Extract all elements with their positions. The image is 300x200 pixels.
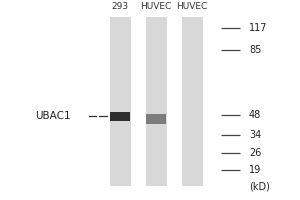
Text: HUVEC: HUVEC [140, 2, 172, 11]
Bar [110, 17, 130, 186]
Text: 34: 34 [249, 130, 261, 140]
Text: HUVEC: HUVEC [176, 2, 208, 11]
Bar [110, 112, 130, 121]
Bar [146, 114, 166, 124]
Bar [146, 17, 167, 186]
Text: 117: 117 [249, 23, 268, 33]
Text: 85: 85 [249, 45, 261, 55]
Text: 26: 26 [249, 148, 261, 158]
Text: UBAC1: UBAC1 [35, 111, 70, 121]
Text: (kD): (kD) [249, 181, 270, 191]
Bar [182, 17, 203, 186]
Text: 48: 48 [249, 110, 261, 120]
Text: 19: 19 [249, 165, 261, 175]
Text: 293: 293 [111, 2, 129, 11]
